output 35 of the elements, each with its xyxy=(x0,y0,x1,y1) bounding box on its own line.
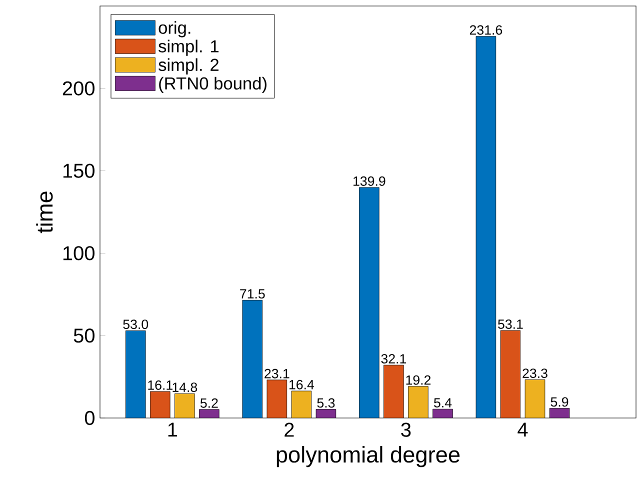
data-label: 5.2 xyxy=(200,398,218,408)
x-tick-label: 3 xyxy=(401,422,411,437)
data-label: 16.1 xyxy=(148,380,172,390)
data-label: 139.9 xyxy=(354,176,386,186)
x-axis-title: polynomial degree xyxy=(276,446,460,468)
x-tick-label: 4 xyxy=(518,422,528,436)
y-tick-label: 0 xyxy=(84,410,94,426)
data-label: 5.3 xyxy=(317,398,335,408)
data-label: 14.8 xyxy=(172,382,198,392)
bar xyxy=(476,36,496,418)
y-tick-label: 150 xyxy=(63,164,94,178)
y-axis-title: time xyxy=(36,192,53,234)
data-label: 53.0 xyxy=(123,320,148,330)
data-label: 23.3 xyxy=(522,368,548,378)
data-label: 23.1 xyxy=(264,368,290,378)
x-tick-label: 1 xyxy=(168,422,177,436)
data-label: 71.5 xyxy=(240,289,265,299)
data-label: 32.1 xyxy=(381,354,406,364)
bar xyxy=(242,300,263,418)
data-label: 53.1 xyxy=(498,319,523,329)
y-tick-label: 50 xyxy=(74,328,94,343)
data-label: 19.2 xyxy=(406,375,431,385)
bar xyxy=(359,187,380,418)
legend-label: (RTN0 bound) xyxy=(159,76,266,94)
data-label: 5.4 xyxy=(434,398,452,408)
data-label: 16.4 xyxy=(289,380,314,390)
data-label: 5.9 xyxy=(550,397,568,407)
legend-label: simpl. 2 xyxy=(158,58,218,74)
bar xyxy=(125,330,146,418)
y-tick-label: 100 xyxy=(63,246,94,260)
y-tick-label: 200 xyxy=(62,81,94,96)
x-tick-label: 2 xyxy=(284,422,294,437)
data-label: 231.6 xyxy=(470,25,502,35)
legend-label: simpl. 1 xyxy=(158,40,219,56)
legend-label: orig. xyxy=(158,21,190,38)
